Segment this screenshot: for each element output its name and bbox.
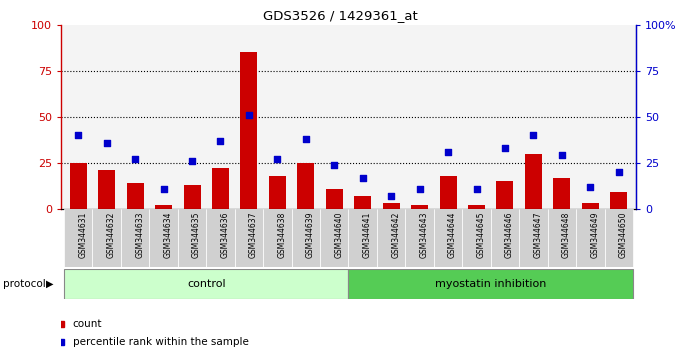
Point — [101, 140, 112, 145]
Text: GSM344649: GSM344649 — [590, 212, 599, 258]
Bar — [70, 163, 87, 209]
Bar — [155, 205, 172, 209]
Text: GSM344632: GSM344632 — [107, 212, 116, 258]
Point — [613, 169, 624, 175]
Bar — [212, 169, 229, 209]
Text: GSM344634: GSM344634 — [164, 212, 173, 258]
Point — [585, 184, 596, 190]
Text: GSM344642: GSM344642 — [391, 212, 400, 258]
Bar — [439, 176, 456, 209]
Point — [528, 132, 539, 138]
Bar — [605, 209, 633, 267]
Bar — [468, 205, 485, 209]
Bar — [326, 189, 343, 209]
Point — [73, 132, 84, 138]
Bar — [98, 170, 115, 209]
Text: GSM344638: GSM344638 — [277, 212, 286, 258]
Text: GSM344640: GSM344640 — [335, 212, 343, 258]
Text: GSM344645: GSM344645 — [477, 212, 486, 258]
Text: GSM344641: GSM344641 — [362, 212, 372, 258]
Point — [243, 112, 254, 118]
Bar — [64, 269, 348, 299]
Bar — [348, 269, 633, 299]
Bar — [235, 209, 263, 267]
Point — [301, 136, 311, 142]
Point — [158, 186, 169, 192]
Point — [215, 138, 226, 144]
Bar — [92, 209, 121, 267]
Text: GSM344631: GSM344631 — [78, 212, 87, 258]
Bar — [354, 196, 371, 209]
Text: GSM344646: GSM344646 — [505, 212, 514, 258]
Bar — [405, 209, 434, 267]
Text: protocol: protocol — [3, 279, 46, 289]
Text: myostatin inhibition: myostatin inhibition — [435, 279, 547, 289]
Bar — [411, 205, 428, 209]
Point — [272, 156, 283, 162]
Bar — [320, 209, 348, 267]
Bar — [269, 176, 286, 209]
Bar — [206, 209, 235, 267]
Bar — [184, 185, 201, 209]
Point — [130, 156, 141, 162]
Bar — [610, 192, 627, 209]
Text: count: count — [73, 319, 102, 329]
Bar — [491, 209, 519, 267]
Text: GSM344633: GSM344633 — [135, 212, 144, 258]
Bar — [297, 163, 314, 209]
Point — [556, 153, 567, 158]
Text: ▶: ▶ — [46, 279, 54, 289]
Bar — [496, 181, 513, 209]
Text: GSM344648: GSM344648 — [562, 212, 571, 258]
Point — [414, 186, 425, 192]
Bar — [377, 209, 405, 267]
Bar — [576, 209, 605, 267]
Bar — [519, 209, 547, 267]
Text: GDS3526 / 1429361_at: GDS3526 / 1429361_at — [262, 9, 418, 22]
Point — [500, 145, 511, 151]
Text: GSM344647: GSM344647 — [533, 212, 543, 258]
Bar — [462, 209, 491, 267]
Point — [443, 149, 454, 155]
Text: GSM344637: GSM344637 — [249, 212, 258, 258]
Bar — [263, 209, 292, 267]
Bar — [554, 178, 571, 209]
Text: GSM344644: GSM344644 — [448, 212, 457, 258]
Text: GSM344639: GSM344639 — [306, 212, 315, 258]
Text: GSM344635: GSM344635 — [192, 212, 201, 258]
Point — [386, 193, 396, 199]
Point — [471, 186, 482, 192]
Bar — [434, 209, 462, 267]
Point — [186, 158, 197, 164]
Bar — [383, 203, 400, 209]
Bar — [241, 52, 258, 209]
Point — [357, 175, 368, 181]
Bar — [178, 209, 206, 267]
Bar — [582, 203, 599, 209]
Point — [329, 162, 340, 167]
Text: control: control — [187, 279, 226, 289]
Text: GSM344636: GSM344636 — [220, 212, 229, 258]
Bar — [348, 209, 377, 267]
Bar — [64, 209, 92, 267]
Bar — [547, 209, 576, 267]
Bar — [121, 209, 150, 267]
Bar — [150, 209, 178, 267]
Text: GSM344643: GSM344643 — [420, 212, 428, 258]
Text: GSM344650: GSM344650 — [619, 212, 628, 258]
Text: percentile rank within the sample: percentile rank within the sample — [73, 337, 249, 348]
Bar — [525, 154, 542, 209]
Bar — [126, 183, 143, 209]
Bar — [292, 209, 320, 267]
